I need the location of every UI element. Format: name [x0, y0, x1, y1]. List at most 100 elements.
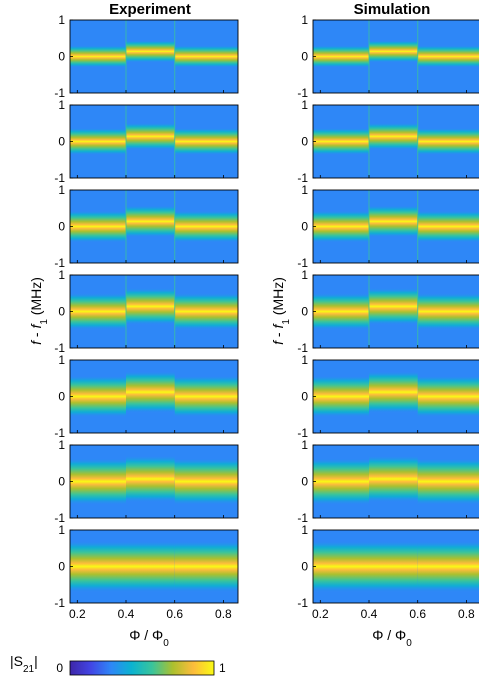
ytick-label: 0	[58, 220, 65, 234]
colorbar-gradient	[69, 660, 215, 676]
ytick-label: -1	[54, 596, 65, 610]
panel-band	[313, 446, 479, 515]
panel-band	[70, 190, 238, 263]
ytick-label: 0	[58, 50, 65, 64]
ytick-label: -1	[297, 171, 308, 185]
ytick-label: 0	[301, 50, 308, 64]
band-outer-right	[174, 108, 238, 175]
band-outer-left	[313, 108, 369, 175]
simulation-ylabel: f - f1 (MHz)	[270, 277, 292, 345]
ytick-label: 0	[58, 135, 65, 149]
ytick-label: 1	[301, 183, 308, 197]
panel-band	[70, 20, 238, 93]
ytick-label: -1	[54, 256, 65, 270]
panel-band	[70, 275, 238, 348]
xtick-label: 0.2	[69, 607, 86, 621]
band-inner	[126, 105, 175, 170]
ytick-label: 1	[58, 183, 65, 197]
ytick-label: 1	[58, 13, 65, 27]
experiment-title: Experiment	[109, 1, 191, 18]
xtick-label: 0.2	[312, 607, 329, 621]
band-outer-right	[417, 363, 479, 430]
band-inner	[369, 105, 418, 170]
band-outer-right	[417, 278, 479, 345]
panel-band	[313, 105, 479, 178]
band-outer-left	[70, 193, 126, 260]
panel-band	[313, 20, 479, 93]
ytick-label: 1	[301, 438, 308, 452]
ytick-label: 0	[58, 475, 65, 489]
ytick-label: 0	[58, 305, 65, 319]
ytick-label: 0	[301, 475, 308, 489]
band-inner	[369, 533, 418, 600]
ytick-label: -1	[54, 171, 65, 185]
ytick-label: 1	[58, 268, 65, 282]
experiment-xlabel: Φ / Φ0	[129, 627, 169, 649]
ytick-label: -1	[297, 596, 308, 610]
band-outer-left	[313, 278, 369, 345]
band-outer-right	[174, 363, 238, 430]
ytick-label: -1	[297, 86, 308, 100]
ytick-label: -1	[297, 511, 308, 525]
ytick-label: 0	[301, 220, 308, 234]
ytick-label: 1	[58, 353, 65, 367]
colorbar-max-label: 1	[219, 661, 226, 675]
panel-band	[70, 105, 238, 178]
xtick-label: 0.4	[118, 607, 135, 621]
ytick-label: -1	[54, 86, 65, 100]
ytick-label: 1	[301, 268, 308, 282]
band-outer-right	[174, 23, 238, 90]
ytick-label: -1	[54, 341, 65, 355]
panel-band	[313, 360, 479, 430]
colorbar: |S21| 0 1	[10, 653, 226, 676]
band-inner	[369, 190, 418, 255]
band-outer-left	[313, 363, 369, 430]
panel-band	[70, 360, 238, 430]
band-outer-left	[70, 108, 126, 175]
colorbar-label: |S21|	[10, 653, 38, 675]
band-inner	[369, 275, 418, 340]
panel-band	[313, 275, 479, 348]
ytick-label: 1	[301, 523, 308, 537]
band-outer-right	[417, 448, 479, 515]
experiment-ylabel: f - f1 (MHz)	[28, 277, 50, 345]
band-outer-right	[417, 23, 479, 90]
ytick-label: 1	[58, 438, 65, 452]
band-outer-right	[417, 193, 479, 260]
band-outer-left	[70, 363, 126, 430]
band-outer-left	[313, 23, 369, 90]
band-inner	[369, 446, 418, 512]
ytick-label: -1	[297, 426, 308, 440]
band-outer-right	[417, 533, 479, 600]
band-outer-right	[174, 533, 238, 600]
band-inner	[126, 275, 175, 340]
band-outer-right	[174, 278, 238, 345]
ytick-label: 1	[58, 98, 65, 112]
ytick-label: 1	[58, 523, 65, 537]
ytick-label: 0	[301, 305, 308, 319]
band-outer-left	[313, 533, 369, 600]
xtick-label: 0.4	[361, 607, 378, 621]
band-outer-left	[70, 23, 126, 90]
ytick-label: 0	[301, 135, 308, 149]
band-outer-right	[174, 193, 238, 260]
ytick-label: -1	[54, 511, 65, 525]
xtick-label: 0.8	[215, 607, 232, 621]
simulation-title: Simulation	[354, 1, 431, 18]
ytick-label: 1	[301, 98, 308, 112]
band-outer-right	[174, 448, 238, 515]
ytick-label: -1	[297, 341, 308, 355]
xtick-label: 0.6	[166, 607, 183, 621]
band-inner	[126, 20, 175, 85]
band-inner	[369, 20, 418, 85]
ytick-label: 0	[58, 560, 65, 574]
panel-band	[70, 446, 238, 515]
panel-band	[313, 190, 479, 263]
band-inner	[126, 360, 175, 425]
panel-band	[313, 533, 479, 600]
band-outer-left	[70, 448, 126, 515]
ytick-label: 1	[301, 13, 308, 27]
band-outer-left	[313, 448, 369, 515]
band-outer-right	[417, 108, 479, 175]
